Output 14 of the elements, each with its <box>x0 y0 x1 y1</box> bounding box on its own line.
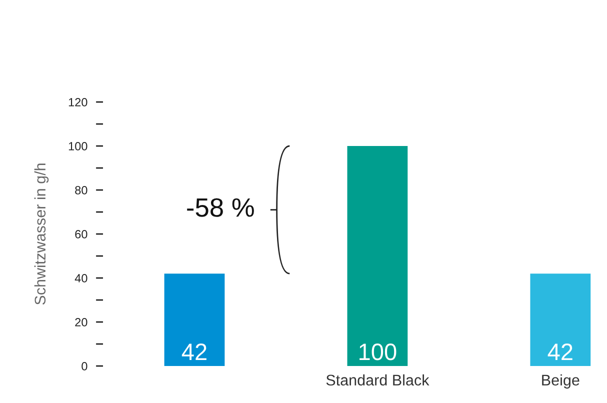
y-tick-label: 40 <box>74 274 88 282</box>
data-label: 100 <box>360 344 396 360</box>
y-tick-label: 60 <box>75 230 88 238</box>
y-tick-label: 100 <box>68 142 88 150</box>
data-label: 42 <box>182 344 206 360</box>
annotation: -58 % <box>187 198 254 217</box>
y-tick-label: 120 <box>68 98 88 106</box>
y-tick-label: 80 <box>75 186 88 194</box>
y-tick-label: 0 <box>82 362 88 370</box>
y-tick-label: 20 <box>75 318 88 326</box>
x-tick-label: Beige <box>542 374 580 389</box>
data-label: 42 <box>548 344 572 360</box>
y-axis-title: Schwitzwasser in g/h <box>34 164 49 305</box>
x-tick-label: Standard Black <box>326 374 430 386</box>
